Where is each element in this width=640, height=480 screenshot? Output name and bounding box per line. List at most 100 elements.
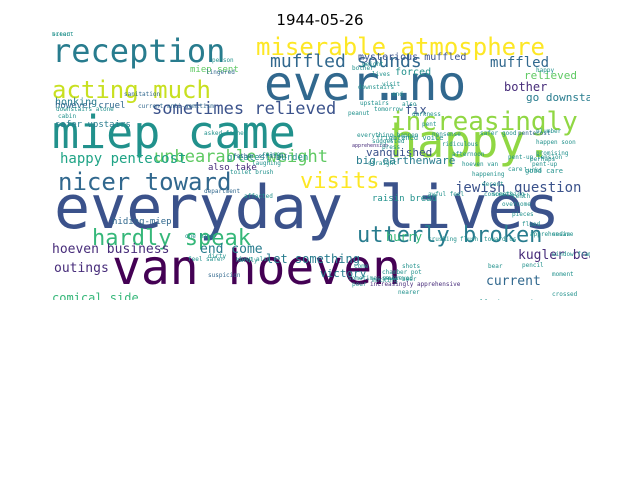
- cloud-word: perhaps: [530, 156, 556, 163]
- cloud-word: lingered: [206, 69, 235, 76]
- cloud-word: something: [492, 191, 525, 198]
- cloud-word: jewish question: [455, 180, 582, 196]
- cloud-word: dirty water: [476, 298, 549, 300]
- cloud-word: suggested: [372, 138, 405, 145]
- cloud-word: visits: [300, 169, 380, 194]
- cloud-word: bother: [504, 80, 548, 94]
- cloud-word: nearer: [398, 289, 420, 296]
- cloud-word: nonsense: [432, 131, 461, 138]
- cloud-word: pent-up tension: [508, 154, 563, 161]
- cloud-word: everyday lives: [54, 173, 560, 243]
- cloud-word: overcome: [502, 201, 531, 208]
- cloud-word: plumber: [536, 128, 562, 135]
- cloud-word: ever…no: [264, 56, 467, 112]
- cloud-word: straight: [368, 160, 397, 167]
- cloud-word: father straight: [233, 153, 288, 160]
- cloud-word: afternoon: [452, 151, 485, 158]
- cloud-word: apprehensive: [530, 231, 574, 238]
- cloud-word: vanquished: [366, 146, 433, 159]
- cloud-word: everything happen: [357, 132, 419, 139]
- cloud-word: crossed: [552, 291, 578, 298]
- cloud-word: care: [508, 166, 523, 173]
- cloud-word: laughing: [252, 160, 281, 167]
- cloud-word: happen soon: [536, 139, 576, 146]
- cloud-word: pencil: [522, 262, 544, 269]
- cloud-word: good care: [525, 167, 563, 175]
- chart-title: 1944-05-26: [276, 11, 364, 29]
- cloud-word: nicer toward: [58, 168, 232, 196]
- cloud-word: unbearable weight: [154, 147, 328, 167]
- cloud-word: pent: [422, 121, 437, 128]
- cloud-word: ridiculous: [442, 141, 479, 148]
- cloud-word: bread: [52, 32, 71, 38]
- cloud-word: window frame: [552, 251, 590, 258]
- cloud-word: increasingly: [390, 107, 578, 137]
- cloud-word: utterly broken: [357, 223, 543, 248]
- cloud-word: apprehension: [352, 143, 389, 149]
- cloud-word: end come: [200, 242, 263, 257]
- cloud-word: sometimes relieved: [152, 99, 337, 119]
- cloud-word: silent: [52, 32, 74, 38]
- cloud-word: press: [382, 144, 401, 151]
- cloud-word: go downstairs: [526, 91, 590, 104]
- cloud-word: current anti-semitism: [138, 103, 214, 110]
- cloud-word: bother: [352, 65, 374, 72]
- cloud-word: muffled sounds: [270, 51, 422, 72]
- word-cloud: everyday lives van hoeven miep came ever…no…: [52, 32, 590, 300]
- cloud-word: shots: [402, 263, 421, 270]
- cloud-word: victory: [320, 267, 367, 280]
- cloud-word: moment: [552, 271, 574, 278]
- cloud-word: cabin: [58, 113, 77, 120]
- cloud-word: happy pentecost: [60, 151, 187, 167]
- cloud-word: end: [392, 91, 403, 98]
- cloud-word: downstairs: [358, 84, 395, 91]
- cloud-word: muffled: [490, 55, 550, 71]
- cloud-word: concerts: [484, 191, 513, 198]
- cloud-word: outings: [54, 261, 109, 276]
- cloud-word: toilet brush: [230, 169, 274, 176]
- cloud-word: honking: [55, 97, 98, 108]
- cloud-word: asked father: [204, 130, 248, 137]
- cloud-word: affected: [244, 193, 273, 200]
- cloud-word: pent-up: [532, 161, 558, 168]
- cloud-word: sedan: [552, 231, 571, 238]
- cloud-word: bear: [488, 263, 503, 270]
- cloud-word: mocking: [372, 277, 398, 284]
- cloud-word: person: [212, 57, 234, 64]
- cloud-word: lurks: [524, 167, 543, 174]
- cloud-word: reason: [262, 151, 284, 158]
- cloud-word: deep also: [238, 256, 271, 263]
- cloud-word: tomorrow: [374, 106, 403, 113]
- cloud-word: sewer: [382, 275, 401, 282]
- cloud-word: relieved: [524, 69, 577, 82]
- cloud-word: tenth: [512, 193, 531, 200]
- cloud-word: hoeven van: [462, 161, 499, 168]
- cloud-word: sanitation: [124, 91, 161, 98]
- cloud-word: miep came: [52, 106, 296, 159]
- cloud-word: flood: [522, 221, 541, 228]
- cloud-word: hoeven business: [52, 242, 170, 257]
- cloud-word: sometimes relieved: [348, 275, 414, 282]
- cloud-word: flush: [460, 236, 479, 243]
- cloud-word: mysterious muffled: [358, 52, 467, 63]
- cloud-word: pieces: [512, 211, 534, 218]
- cloud-word: toward us: [484, 236, 517, 243]
- cloud-word: peanut: [348, 110, 370, 117]
- cloud-word: decent: [482, 181, 504, 188]
- cloud-word: suspicion: [208, 272, 241, 279]
- cloud-word: feel safer: [188, 256, 225, 263]
- cloud-word: awful feel: [428, 191, 465, 198]
- cloud-word: hardly: [236, 257, 258, 264]
- cloud-word: fix: [405, 103, 427, 117]
- cloud-word: big earthenware: [356, 154, 456, 167]
- cloud-word: hurry: [386, 230, 423, 244]
- cloud-word: department: [204, 188, 241, 195]
- cloud-word: happy: [536, 67, 555, 74]
- cloud-word: however cruel: [55, 101, 126, 111]
- cloud-word: miep sent: [190, 65, 239, 75]
- cloud-word: pour: [352, 281, 367, 288]
- cloud-word: happy.: [390, 115, 553, 168]
- cloud-word: hardly speak: [92, 226, 251, 251]
- cloud-word: downstairs alone: [56, 106, 114, 113]
- cloud-word: promising: [536, 150, 569, 157]
